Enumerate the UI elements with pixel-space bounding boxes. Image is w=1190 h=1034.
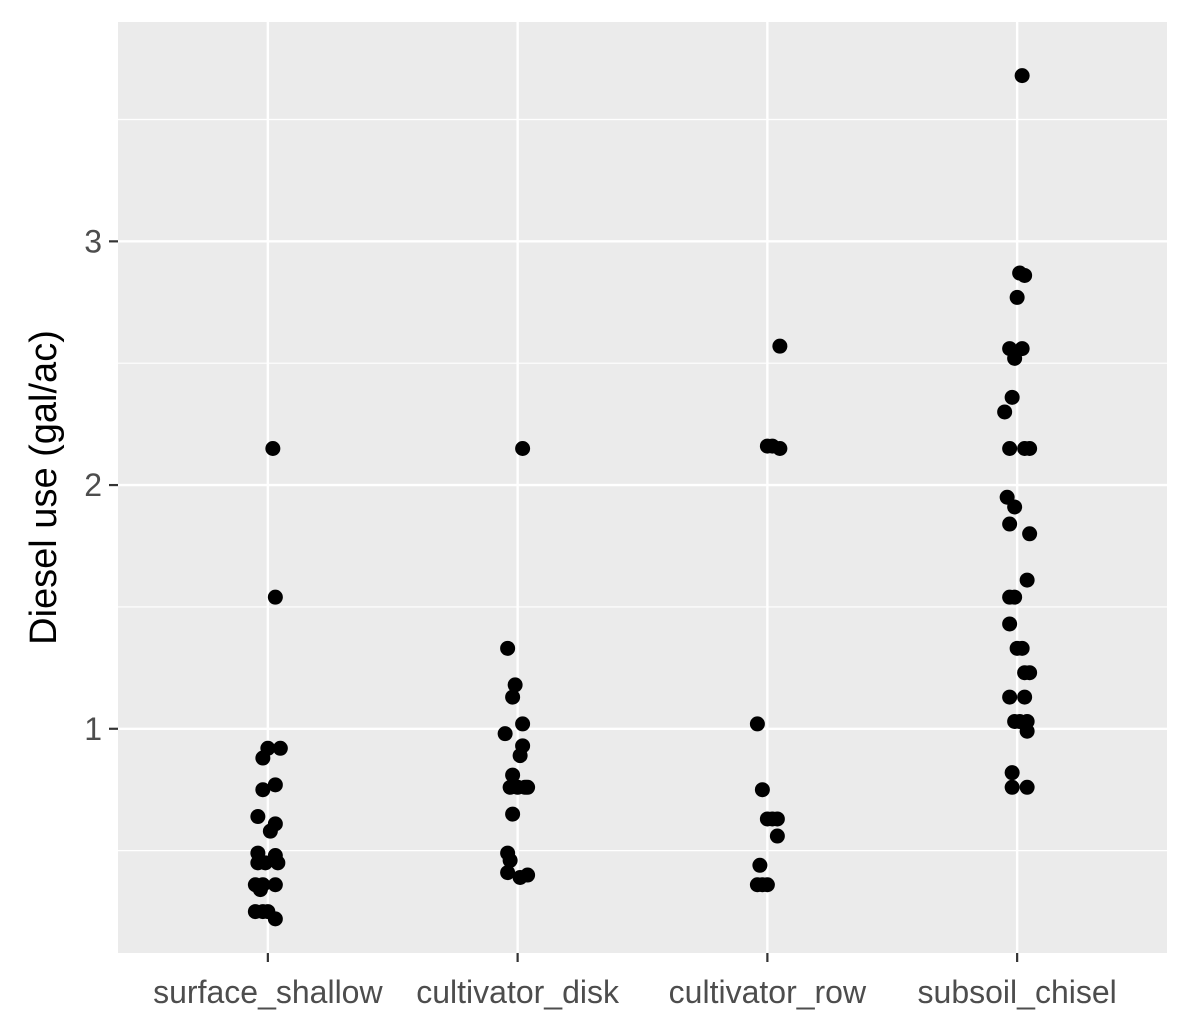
data-point	[754, 782, 770, 798]
data-point	[1002, 441, 1018, 457]
data-point	[769, 828, 785, 844]
data-point	[505, 767, 521, 783]
data-point	[1014, 68, 1030, 84]
data-point	[1004, 389, 1020, 405]
data-point	[512, 748, 528, 764]
data-point	[1022, 441, 1038, 457]
data-point	[267, 911, 283, 927]
data-point	[1014, 640, 1030, 656]
data-point	[1002, 516, 1018, 532]
data-point	[1007, 589, 1023, 605]
data-point	[1022, 665, 1038, 681]
data-point	[1004, 765, 1020, 781]
data-point	[515, 441, 531, 457]
data-point	[997, 404, 1013, 420]
data-point	[267, 777, 283, 793]
data-point	[520, 779, 536, 795]
data-point	[252, 882, 268, 898]
data-point	[505, 806, 521, 822]
data-point	[1007, 499, 1023, 515]
data-point	[772, 441, 788, 457]
data-point	[250, 809, 266, 825]
data-point	[1022, 526, 1038, 542]
data-point	[1007, 350, 1023, 366]
data-point	[270, 855, 286, 871]
plot-panel	[118, 22, 1167, 953]
data-point	[520, 867, 536, 883]
data-point	[502, 852, 518, 868]
data-point	[515, 716, 531, 732]
data-point	[752, 857, 768, 873]
data-point	[255, 782, 271, 798]
y-major-gridlines	[118, 240, 1167, 730]
data-point	[772, 338, 788, 354]
data-point	[497, 726, 513, 742]
data-point	[1002, 616, 1018, 632]
data-point	[1004, 779, 1020, 795]
data-points	[247, 68, 1038, 927]
data-point	[255, 750, 271, 766]
data-point	[1019, 723, 1035, 739]
data-point	[769, 811, 785, 827]
data-point	[749, 716, 765, 732]
x-tick-label: cultivator_row	[669, 974, 867, 1010]
x-tick-label: subsoil_chisel	[918, 974, 1117, 1010]
y-axis-title: Diesel use (gal/ac)	[23, 330, 65, 645]
y-tick-label: 2	[84, 467, 102, 503]
data-point	[1017, 267, 1033, 283]
data-point	[267, 589, 283, 605]
data-point	[1009, 289, 1025, 305]
data-point	[265, 441, 281, 457]
data-point	[267, 877, 283, 893]
x-tick-label: surface_shallow	[153, 974, 383, 1010]
data-point	[1017, 689, 1033, 705]
x-gridlines	[266, 22, 1019, 953]
y-tick-label: 1	[84, 711, 102, 747]
data-point	[257, 855, 273, 871]
data-point	[1019, 572, 1035, 588]
x-axis: surface_shallow cultivator_disk cultivator…	[153, 953, 1117, 1010]
x-tick-label: cultivator_disk	[416, 974, 620, 1010]
data-point	[505, 689, 521, 705]
data-point	[759, 877, 775, 893]
y-minor-gridlines	[118, 118, 1167, 852]
data-point	[1002, 689, 1018, 705]
data-point	[507, 677, 523, 693]
data-point	[272, 740, 288, 756]
data-point	[500, 865, 516, 881]
y-axis: 1 2 3	[84, 223, 118, 747]
data-point	[262, 823, 278, 839]
y-tick-label: 3	[84, 223, 102, 259]
data-point	[500, 640, 516, 656]
data-point	[1019, 779, 1035, 795]
